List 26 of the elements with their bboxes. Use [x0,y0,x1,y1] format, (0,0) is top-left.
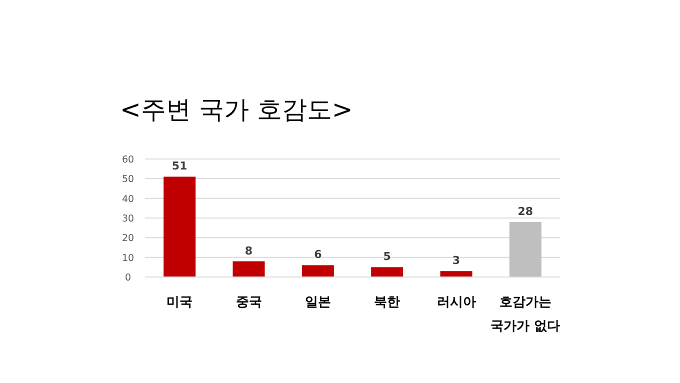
data-label: 8 [244,244,253,258]
chart-title: <주변 국가 호감도> [120,95,353,124]
x-tick-label: 북한 [374,295,400,310]
data-label: 51 [172,160,188,173]
y-tick-label: 30 [122,214,134,224]
data-label: 6 [314,248,322,262]
bar [164,176,196,277]
bar [302,265,334,277]
bar [440,271,472,277]
x-tick-label: 호감가는 국가가 없다 [490,295,560,334]
y-tick-label: 40 [122,194,134,205]
y-tick-label: 20 [122,233,134,244]
bar [232,261,265,277]
bar [371,267,404,277]
y-tick-label: 50 [122,174,134,186]
bar [509,222,542,277]
data-label: 28 [518,204,534,218]
data-label: 5 [383,250,391,264]
x-tick-label: 일본 [304,295,331,310]
y-tick-label: 10 [122,252,134,264]
x-tick-label: 중국 [236,295,262,310]
data-label: 3 [452,254,460,268]
x-tick-label: 러시아 [436,295,476,310]
y-tick-label: 0 [124,272,132,284]
y-tick-label: 60 [122,154,134,166]
x-tick-label: 미국 [166,295,193,310]
